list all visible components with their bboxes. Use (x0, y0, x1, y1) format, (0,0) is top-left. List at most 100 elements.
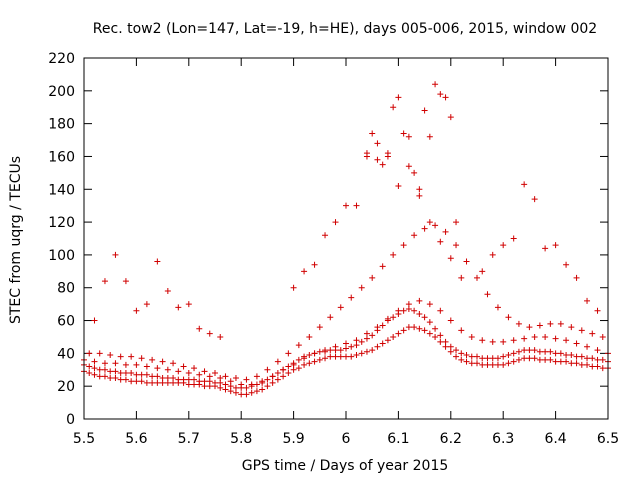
data-point (274, 376, 281, 383)
data-point (390, 251, 397, 258)
data-point (557, 350, 564, 357)
data-point (526, 347, 533, 354)
data-point (117, 353, 124, 360)
data-point (306, 360, 313, 367)
data-point (128, 370, 135, 377)
data-point (484, 355, 491, 362)
data-point (447, 114, 454, 121)
data-point (437, 91, 444, 98)
data-point (86, 363, 93, 370)
data-point (322, 355, 329, 362)
data-point (363, 330, 370, 337)
data-point (96, 366, 103, 373)
data-point (374, 343, 381, 350)
data-point (395, 94, 402, 101)
data-point (206, 373, 213, 380)
data-point (505, 360, 512, 367)
data-point (536, 322, 543, 329)
data-point (557, 358, 564, 365)
data-point (369, 130, 376, 137)
data-point (563, 261, 570, 268)
data-point (327, 314, 334, 321)
series-fifth (91, 150, 601, 340)
data-point (426, 330, 433, 337)
axis-ticks: 5.5 5.6 5.7 5.8 5.9 6 6.1 6.2 6.3 6.4 6.5 0 20 40 60 80… (48, 51, 619, 447)
data-point (453, 347, 460, 354)
x-tick-label: 5.5 (73, 431, 95, 447)
data-point (390, 104, 397, 111)
data-point (384, 337, 391, 344)
data-point (259, 378, 266, 385)
data-point (154, 373, 161, 380)
series-baseline (81, 324, 611, 398)
data-point (384, 315, 391, 322)
data-point (154, 258, 161, 265)
data-point (442, 228, 449, 235)
data-point (159, 358, 166, 365)
data-point (484, 361, 491, 368)
data-point (474, 360, 480, 367)
data-point (164, 366, 171, 373)
x-tick-label: 6.3 (492, 431, 514, 447)
data-point (463, 352, 470, 359)
data-point (426, 219, 433, 226)
data-point (175, 304, 182, 311)
x-tick-label: 6.2 (440, 431, 462, 447)
data-point (515, 348, 522, 355)
data-point (395, 307, 402, 314)
data-point (589, 363, 596, 370)
data-point (206, 330, 213, 337)
x-tick-label: 6.1 (387, 431, 409, 447)
data-point (521, 347, 528, 354)
data-point (594, 356, 601, 363)
data-point (143, 363, 150, 370)
data-point (400, 242, 407, 249)
data-point (107, 368, 114, 375)
data-point (594, 363, 601, 370)
data-point (573, 274, 580, 281)
data-point (426, 319, 433, 326)
data-point (154, 379, 161, 386)
data-point (369, 274, 376, 281)
x-tick-label: 6.4 (544, 431, 566, 447)
data-point (426, 133, 433, 140)
data-point (500, 338, 507, 345)
data-point (332, 353, 339, 360)
data-point (594, 307, 601, 314)
data-point (243, 391, 250, 398)
data-point (510, 235, 517, 242)
data-point (432, 222, 439, 229)
data-point (122, 278, 129, 285)
data-point (295, 356, 302, 363)
data-point (358, 284, 365, 291)
data-point (285, 363, 292, 370)
data-point (363, 348, 370, 355)
data-point (411, 324, 418, 331)
data-point (584, 343, 591, 350)
data-point (405, 301, 412, 308)
data-point (185, 370, 192, 377)
data-point (437, 332, 444, 339)
data-point (311, 358, 318, 365)
data-point (474, 353, 480, 360)
data-point (91, 358, 98, 365)
y-tick-label: 140 (48, 182, 75, 198)
data-point (416, 186, 423, 193)
data-point (458, 356, 465, 363)
data-point (101, 373, 108, 380)
data-point (442, 338, 449, 345)
series-third (81, 297, 611, 388)
data-point (531, 347, 538, 354)
data-point (259, 386, 266, 393)
data-point (489, 338, 496, 345)
y-axis-label: STEC from uqrg / TECUs (8, 156, 24, 324)
data-point (133, 361, 140, 368)
data-point (133, 371, 140, 378)
data-point (494, 355, 501, 362)
x-tick-label: 5.9 (282, 431, 304, 447)
data-point (332, 219, 339, 226)
data-point (589, 330, 596, 337)
data-point (196, 371, 203, 378)
data-point (253, 388, 260, 395)
data-point (295, 342, 302, 349)
